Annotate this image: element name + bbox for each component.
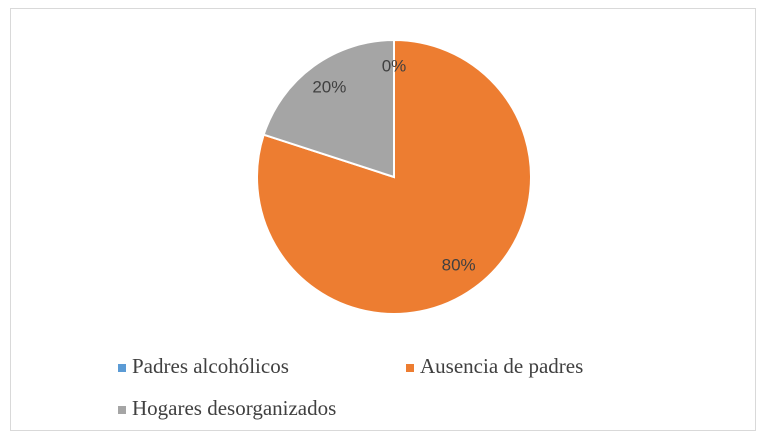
legend-label: Ausencia de padres bbox=[420, 354, 583, 378]
legend-label: Padres alcohólicos bbox=[132, 354, 289, 378]
pie-slice bbox=[262, 38, 395, 179]
legend-marker bbox=[406, 364, 414, 372]
legend-marker bbox=[118, 364, 126, 372]
data-label: 20% bbox=[312, 77, 346, 96]
data-label: 80% bbox=[442, 255, 476, 274]
legend-marker bbox=[118, 406, 126, 414]
legend-label: Hogares desorganizados bbox=[132, 396, 336, 420]
data-label: 0% bbox=[382, 56, 407, 75]
